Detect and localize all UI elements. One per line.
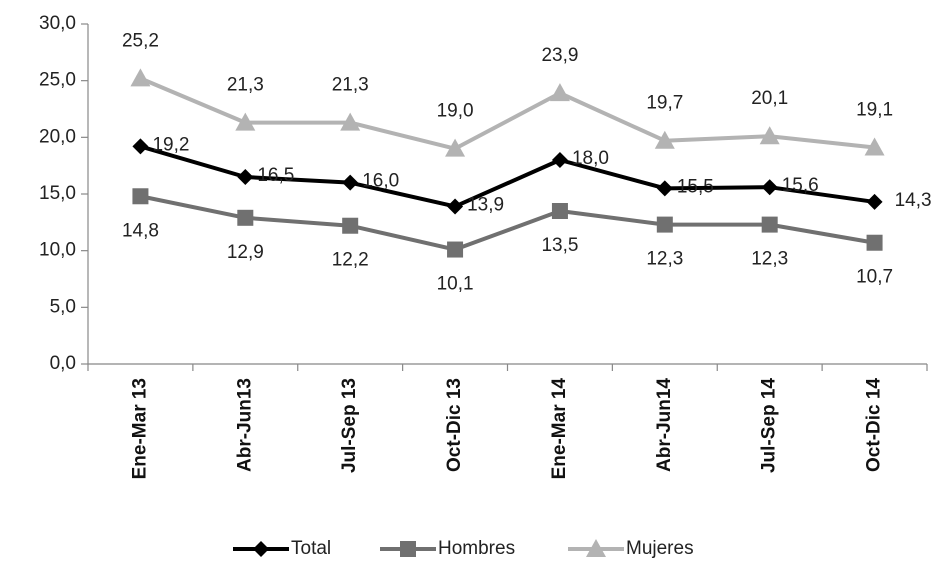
data-label-mujeres: 19,1 [856, 100, 893, 121]
point-mujeres [340, 112, 361, 131]
y-tick-label: 30,0 [39, 13, 76, 34]
data-label-hombres: 12,3 [751, 249, 788, 270]
data-label-total: 19,2 [152, 134, 189, 155]
point-mujeres [130, 68, 151, 87]
legend-label: Hombres [438, 538, 515, 559]
y-tick-label: 25,0 [39, 70, 76, 91]
data-label-hombres: 12,9 [227, 242, 264, 263]
x-tick-label: Abr-Jun14 [654, 378, 675, 472]
x-tick-label: Abr-Jun13 [234, 378, 255, 472]
data-label-hombres: 10,1 [437, 274, 474, 295]
point-total [551, 152, 568, 168]
series-layer [130, 68, 885, 258]
point-total [866, 193, 883, 210]
data-label-total: 15,5 [677, 176, 714, 197]
x-tick-label: Ene-Mar 14 [549, 378, 570, 480]
series-line-total [139, 144, 875, 209]
data-label-total: 16,5 [257, 165, 294, 186]
data-label-mujeres: 23,9 [541, 45, 578, 66]
point-hombres [866, 234, 883, 251]
data-label-mujeres: 25,2 [122, 30, 159, 51]
series-hombres [132, 188, 883, 258]
legend-marker [586, 539, 606, 557]
data-label-total: 18,0 [572, 148, 609, 169]
legend-marker [253, 541, 269, 557]
point-hombres [132, 188, 149, 205]
x-tick-label: Oct-Dic 14 [864, 378, 885, 472]
point-hombres [656, 216, 673, 233]
point-mujeres [445, 138, 466, 157]
data-label-total: 15,6 [782, 175, 819, 196]
point-mujeres [864, 137, 885, 156]
y-tick-label: 20,0 [39, 126, 76, 147]
legend: Total Hombres Mujeres [233, 538, 694, 559]
y-tick-label: 10,0 [39, 240, 76, 261]
y-tick-label: 5,0 [50, 296, 76, 317]
x-tick-label: Ene-Mar 13 [129, 378, 150, 479]
data-label-hombres: 12,3 [646, 249, 683, 270]
legend-item-mujeres: Mujeres [568, 538, 694, 559]
data-label-hombres: 14,8 [122, 220, 159, 241]
point-total [761, 179, 778, 196]
series-line-hombres [140, 194, 875, 252]
data-label-mujeres: 20,1 [751, 88, 788, 109]
point-hombres [447, 241, 464, 258]
point-total [132, 138, 149, 155]
series-total [132, 138, 883, 215]
data-label-total: 13,9 [467, 194, 504, 215]
data-label-total: 16,0 [362, 171, 399, 192]
axes: 0,0 5,0 10,0 15,0 20,0 25,0 30,0 Ene-Mar 13 Abr-… [39, 13, 928, 480]
data-label-total: 14,3 [895, 190, 932, 211]
point-total [342, 174, 359, 191]
x-tick-label: Jul-Sep 14 [759, 378, 780, 473]
x-tick-label: Oct-Dic 13 [444, 378, 465, 472]
point-hombres [237, 209, 254, 226]
series-line-mujeres [139, 76, 875, 151]
data-label-hombres: 12,2 [332, 250, 369, 271]
point-mujeres [759, 126, 780, 145]
point-total [656, 180, 673, 197]
data-labels: 19,2 16,5 16,0 13,9 18,0 15,5 15,6 14,3 14,8 12,9… [122, 30, 932, 294]
data-label-mujeres: 21,3 [227, 75, 264, 96]
data-label-hombres: 13,5 [541, 235, 578, 256]
legend-marker [400, 541, 416, 557]
point-hombres [342, 217, 359, 234]
point-mujeres [235, 112, 256, 131]
series-mujeres [130, 68, 885, 157]
data-label-hombres: 10,7 [856, 267, 893, 288]
legend-label: Mujeres [626, 538, 694, 559]
point-total [237, 169, 254, 185]
data-label-mujeres: 21,3 [332, 75, 369, 96]
data-label-mujeres: 19,7 [646, 93, 683, 114]
data-label-mujeres: 19,0 [437, 101, 474, 122]
y-tick-label: 0,0 [50, 353, 76, 374]
legend-label: Total [291, 538, 331, 559]
legend-item-total: Total [233, 538, 331, 559]
legend-item-hombres: Hombres [380, 538, 515, 559]
point-hombres [551, 203, 568, 219]
point-total [447, 198, 464, 215]
point-mujeres [549, 83, 570, 102]
y-tick-label: 15,0 [39, 183, 76, 204]
point-hombres [761, 216, 778, 233]
x-tick-label: Jul-Sep 13 [339, 378, 360, 473]
point-mujeres [654, 130, 675, 149]
